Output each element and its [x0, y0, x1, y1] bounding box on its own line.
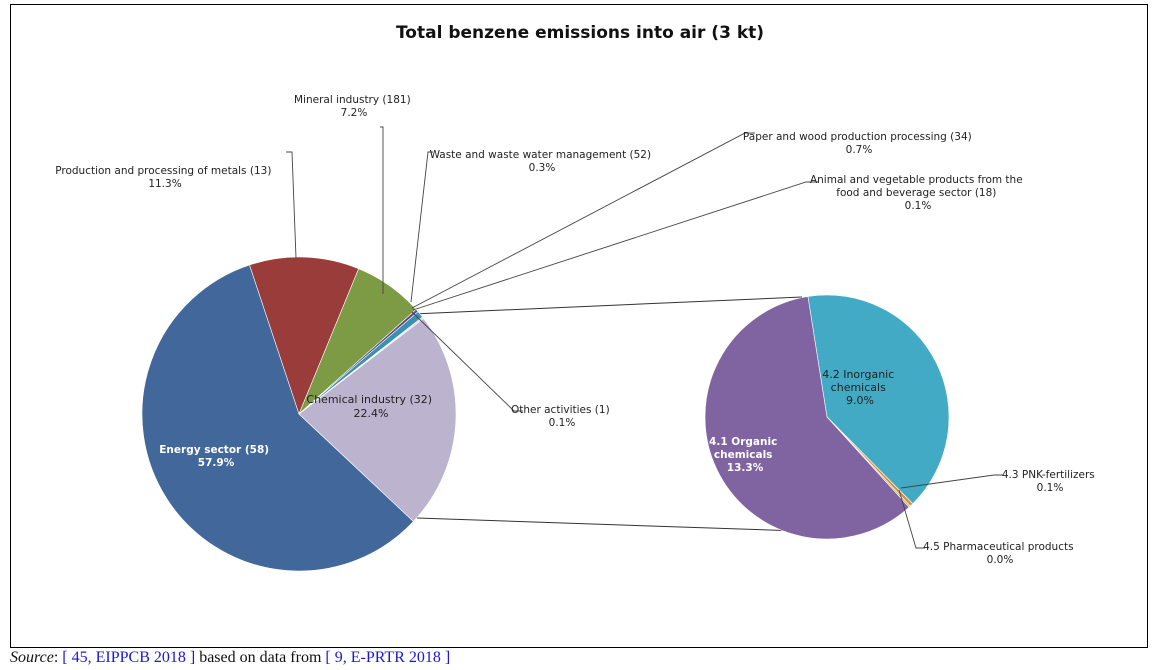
label-pharmaceutical-products: 4.5 Pharmaceutical products 0.0%	[923, 541, 1077, 566]
source-colon: :	[53, 649, 63, 666]
label-chemical-industry: Chemical industry (32) 22.4%	[306, 393, 435, 420]
connector-bottom	[416, 517, 799, 532]
chart-title: Total benzene emissions into air (3 kt)	[396, 23, 764, 43]
label-mineral-industry: Mineral industry (181) 7.2%	[294, 94, 414, 119]
leader-mineral	[380, 126, 384, 294]
label-other-activities: Other activities (1) 0.1%	[511, 404, 613, 429]
label-pnk-fertilizers: 4.3 PNK-fertilizers 0.1%	[1002, 469, 1098, 494]
label-inorganic-chemicals: 4.2 Inorganic chemicals 9.0%	[822, 368, 898, 407]
leader-pharma	[898, 489, 925, 549]
source-mid-text: based on data from	[195, 649, 326, 666]
leader-waste	[410, 151, 433, 303]
leader-food	[412, 181, 818, 311]
label-energy-sector: Energy sector (58) 57.9%	[159, 444, 273, 469]
label-organic-chemicals: 4.1 Organic chemicals 13.3%	[709, 436, 781, 474]
slice-chemical-industry-32	[298, 318, 457, 522]
slice-4-1-organic-chemicals	[704, 296, 910, 540]
leader-lines	[286, 126, 1003, 549]
leader-pnk	[900, 474, 1003, 489]
label-waste-water: Waste and waste water management (52) 0.…	[430, 149, 655, 174]
connector-top	[412, 296, 803, 315]
benzene-emissions-chart: Total benzene emissions into air (3 kt) …	[55, 23, 1098, 572]
label-metals: Production and processing of metals (13)…	[55, 165, 275, 190]
source-reference-link-2[interactable]: [ 9, E-PRTR 2018 ]	[325, 649, 451, 666]
slice-4-2-inorganic-chemicals	[807, 294, 950, 505]
main-pie	[141, 256, 457, 572]
label-food-beverage: Animal and vegetable products from the f…	[810, 174, 1026, 212]
leader-metals	[286, 151, 297, 259]
label-paper-wood: Paper and wood production processing (34…	[743, 131, 975, 156]
source-word: Source	[10, 649, 54, 666]
leader-paper	[411, 132, 755, 309]
slice-production-and-processing-of-metals-13	[249, 256, 360, 415]
source-reference-link-1[interactable]: [ 45, EIPPCB 2018 ]	[62, 649, 196, 666]
connector-lines	[412, 296, 803, 532]
leader-other	[411, 311, 523, 412]
chemical-industry-breakdown-pie	[704, 294, 950, 540]
slice-energy-sector-58	[141, 264, 414, 572]
source-caption: Source: [ 45, EIPPCB 2018 ] based on dat…	[10, 649, 450, 667]
